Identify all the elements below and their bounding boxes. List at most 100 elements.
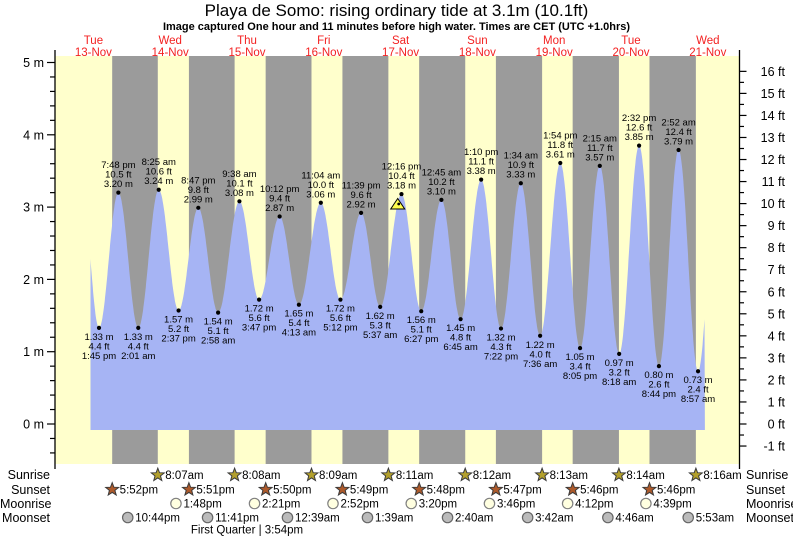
moonrise-time: 3:46pm [497, 499, 535, 511]
day-date-label: 21-Nov [689, 47, 726, 59]
low-tide-time: 5:37 am [363, 330, 397, 341]
high-tide-height-m: 3.79 m [664, 136, 693, 147]
low-tide-time: 2:01 am [121, 351, 155, 362]
high-tide-height-m: 3.18 m [387, 181, 416, 192]
low-tide-height-m: 0.97 m [605, 358, 634, 369]
low-tide-height-m: 1.56 m [407, 315, 436, 326]
low-tide-dot [577, 345, 583, 351]
high-tide-dot [196, 205, 201, 210]
low-tide-height-m: 1.05 m [566, 352, 595, 363]
high-tide-dot [597, 163, 602, 168]
high-tide-height-m: 3.85 m [625, 132, 654, 143]
low-tide-dot [176, 308, 181, 313]
sunset-star-icon [411, 481, 427, 497]
low-tide-time: 7:36 am [523, 359, 557, 370]
low-tide-height-ft: 2.6 ft [648, 380, 669, 391]
left-axis-label: 3 m [23, 201, 44, 215]
moonrise-time: 4:12pm [575, 499, 613, 511]
sunset-star-icon [641, 481, 658, 497]
high-tide-dot [237, 199, 242, 204]
high-tide-height-m: 2.87 m [265, 203, 294, 214]
low-tide-time: 3:47 pm [242, 323, 276, 334]
high-tide-dot [318, 200, 323, 205]
moonset-moon-icon [441, 511, 454, 524]
sunrise-star-icon [226, 466, 243, 482]
high-tide-height-ft: 10.9 ft [508, 160, 535, 171]
low-tide-height-m: 1.33 m [124, 332, 153, 343]
moonrise-moon-icon [248, 497, 261, 510]
high-tide-time: 1:54 pm [543, 130, 577, 141]
low-tide-dot [695, 369, 701, 374]
low-tide-height-m: 0.80 m [644, 370, 673, 381]
moonrise-row-label: Moonrise [0, 496, 52, 511]
high-tide-time: 12:45 am [422, 167, 462, 178]
sunrise-star-icon [611, 466, 627, 482]
low-tide-dot [498, 326, 504, 331]
high-tide-height-ft: 12.6 ft [626, 123, 653, 134]
high-tide-height-m: 3.61 m [546, 149, 575, 160]
right-axis-label: 8 ft [768, 241, 786, 255]
right-axis-label: 5 ft [768, 307, 786, 321]
high-tide-height-m: 3.20 m [104, 179, 133, 190]
day-name-label: Tue [84, 35, 103, 47]
moonrise-moon-icon [327, 497, 339, 510]
low-tide-height-ft: 5.1 ft [411, 325, 432, 336]
low-tide-height-m: 1.54 m [204, 317, 233, 328]
left-axis-label: 2 m [23, 273, 44, 287]
moonset-time: 11:41pm [215, 513, 259, 525]
low-tide-time: 8:57 am [681, 394, 715, 405]
sunset-time: 5:50pm [273, 485, 311, 497]
high-tide-dot [676, 147, 681, 153]
day-date-label: 14-Nov [152, 47, 189, 59]
sunset-time: 5:49pm [350, 485, 388, 497]
right-axis-label: 11 ft [762, 175, 786, 189]
low-tide-height-m: 1.62 m [366, 311, 395, 322]
high-tide-time: 2:32 pm [622, 113, 656, 124]
chart-subtitle: Image captured One hour and 11 minutes b… [162, 21, 631, 33]
high-tide-height-ft: 11.1 ft [468, 157, 494, 168]
right-axis-label: 9 ft [768, 219, 786, 233]
low-tide-height-m: 1.65 m [284, 309, 313, 320]
low-tide-time: 7:22 pm [484, 352, 518, 363]
sunrise-time: 8:11am [396, 470, 434, 482]
sunset-star-icon [488, 481, 504, 497]
high-tide-time: 2:15 am [583, 133, 617, 144]
high-tide-height-m: 3.38 m [467, 166, 496, 177]
sunset-time: 5:46pm [580, 485, 618, 497]
moonrise-time: 2:21pm [262, 499, 300, 511]
day-date-label: 13-Nov [75, 47, 112, 59]
sunset-star-icon [564, 481, 581, 497]
low-tide-dot [419, 309, 424, 314]
sunset-time: 5:51pm [196, 485, 234, 497]
high-tide-time: 11:39 pm [342, 180, 381, 191]
sunset-star-icon [181, 481, 197, 497]
right-axis-label: 15 ft [761, 87, 786, 101]
high-tide-height-ft: 10.5 ft [105, 170, 132, 181]
high-tide-time: 8:25 am [142, 157, 176, 168]
low-tide-time: 8:05 pm [563, 371, 597, 382]
high-tide-height-m: 3.24 m [144, 176, 173, 187]
low-tide-time: 2:58 am [201, 336, 235, 347]
high-tide-time: 10:12 pm [260, 184, 300, 195]
moonrise-time: 2:52pm [340, 499, 378, 511]
moonrise-moon-icon [640, 497, 652, 510]
day-name-label: Sat [392, 35, 410, 47]
low-tide-height-ft: 4.0 ft [530, 349, 551, 360]
sunrise-time: 8:07am [165, 470, 203, 482]
low-tide-height-ft: 5.1 ft [208, 326, 229, 337]
moonset-moon-icon [682, 511, 695, 524]
moon-phase-label: First Quarter | 3:54pm [191, 525, 303, 537]
high-tide-dot [518, 181, 523, 186]
low-tide-height-ft: 5.6 ft [249, 313, 270, 324]
moonset-moon-icon [121, 511, 134, 524]
low-tide-time: 4:13 am [282, 328, 316, 339]
sunset-star-icon [257, 481, 274, 497]
high-tide-height-m: 3.57 m [585, 152, 614, 163]
high-tide-dot [636, 143, 642, 148]
low-tide-height-ft: 5.2 ft [168, 324, 189, 335]
low-tide-height-m: 1.22 m [526, 340, 555, 351]
right-axis-label: 16 ft [761, 65, 786, 79]
day-name-label: Tue [621, 35, 640, 47]
sunrise-time: 8:08am [242, 470, 280, 482]
